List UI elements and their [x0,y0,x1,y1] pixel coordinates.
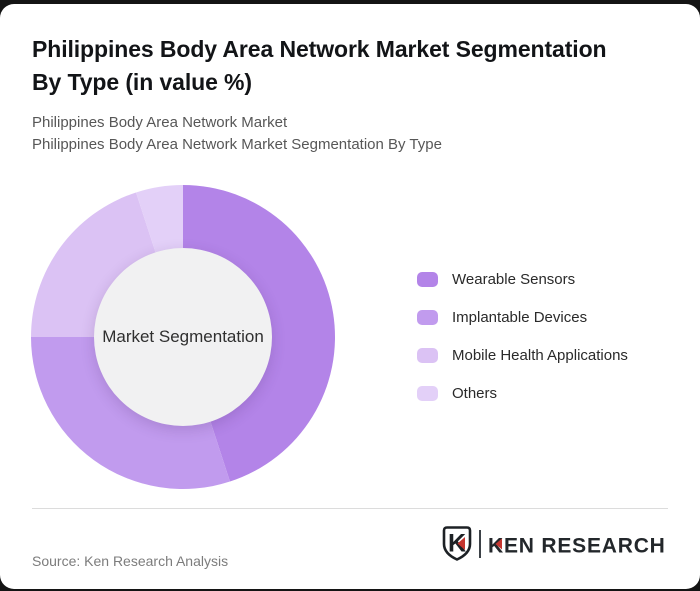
chart-subtitles: Philippines Body Area Network Market Phi… [32,112,442,156]
legend-label: Implantable Devices [452,308,588,326]
logo-shield-icon [442,526,472,561]
source-text: Source: Ken Research Analysis [32,553,229,569]
logo-emblem-arrow-icon [457,537,465,550]
logo-k-arrow-icon [495,538,502,550]
legend-label: Others [452,384,498,402]
ken-research-logo: K KEN RESEARCH [442,526,666,561]
page-title: Philippines Body Area Network Market Seg… [32,36,607,95]
logo-wordmark: KEN RESEARCH [488,535,666,558]
legend-swatch [417,347,438,363]
legend-swatch [417,271,438,287]
legend-item-2[interactable]: Implantable Devices [417,298,628,336]
donut-center-label: Market Segmentation [102,327,264,346]
donut-center: Market Segmentation [94,248,272,426]
legend-swatch [417,309,438,325]
logo-divider [479,530,481,558]
legend-item-4[interactable]: Others [417,374,628,412]
chart-legend: Wearable Sensors Implantable Devices Mobil… [417,260,628,412]
legend-label: Mobile Health Applications [452,346,628,364]
legend-label: Wearable Sensors [452,270,576,288]
subtitle-line-2: Philippines Body Area Network Market Seg… [32,136,442,153]
subtitle-line-1: Philippines Body Area Network Market [32,114,288,131]
legend-item-3[interactable]: Mobile Health Applications [417,336,628,374]
infographic-card: Philippines Body Area Network Market Seg… [0,4,700,589]
logo-emblem-letter: K [448,530,466,558]
legend-swatch [417,385,438,401]
legend-item-1[interactable]: Wearable Sensors [417,260,628,298]
footer-divider [32,508,668,509]
donut-chart: Market Segmentation [28,182,338,492]
